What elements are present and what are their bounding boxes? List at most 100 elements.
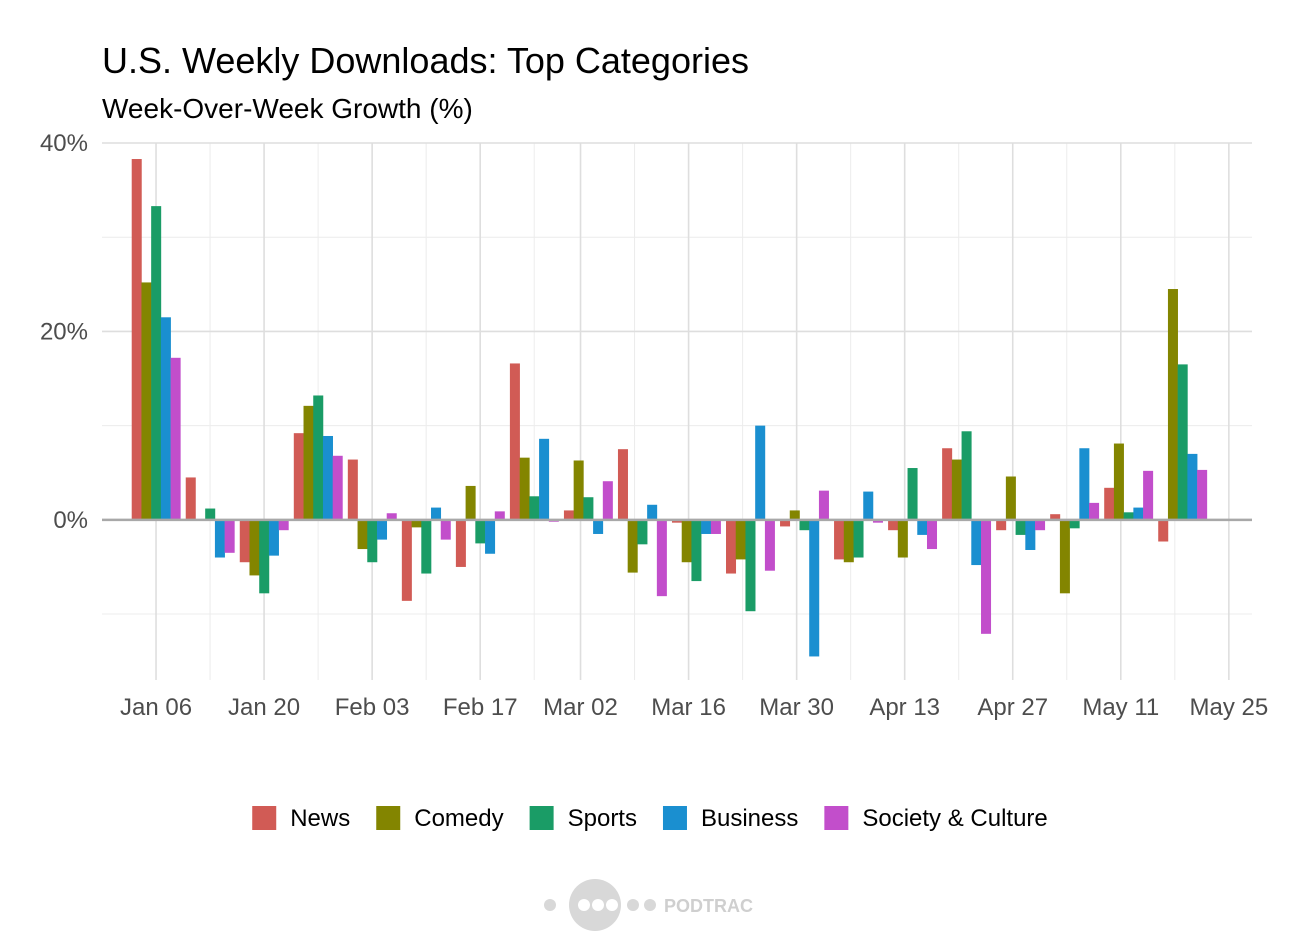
bar: [455, 519, 466, 567]
bars-group: [131, 159, 1208, 657]
bar: [637, 519, 648, 545]
bar: [926, 519, 938, 550]
legend-swatch: [824, 806, 849, 830]
bar: [996, 519, 1007, 531]
bar: [205, 508, 216, 520]
bar: [1005, 476, 1016, 520]
y-tick-label: 20%: [40, 318, 88, 345]
y-axis-labels: 0% 20% 40%: [40, 130, 88, 534]
bar: [421, 519, 432, 574]
bar: [971, 519, 982, 566]
x-tick-label: Mar 30: [759, 694, 834, 721]
bar: [834, 519, 845, 560]
bar: [170, 357, 181, 520]
bar: [151, 206, 162, 520]
bar: [853, 519, 864, 558]
bar: [259, 519, 270, 594]
legend-label: Business: [701, 805, 798, 832]
bar: [1143, 470, 1154, 520]
bar: [293, 433, 304, 520]
legend-label: Comedy: [414, 805, 503, 832]
bar: [485, 519, 496, 554]
grid-lines: [102, 142, 1252, 680]
bar: [214, 519, 225, 558]
bar: [1059, 519, 1070, 594]
bar: [1187, 453, 1198, 520]
bar: [1089, 502, 1100, 520]
bar: [981, 519, 992, 634]
bar: [1025, 519, 1036, 550]
legend-label: Sports: [568, 805, 637, 832]
x-tick-label: Feb 17: [443, 694, 518, 721]
x-tick-label: May 25: [1189, 694, 1268, 721]
bar: [647, 504, 658, 520]
bar: [465, 485, 476, 520]
bar: [141, 282, 152, 520]
logo-text: PODTRAC: [664, 896, 753, 916]
bar: [509, 363, 520, 520]
chart-title: U.S. Weekly Downloads: Top Categories: [102, 40, 749, 81]
legend-swatch: [252, 806, 277, 830]
bar: [627, 519, 638, 573]
x-tick-label: Feb 03: [335, 694, 410, 721]
bar: [764, 519, 775, 571]
bar: [411, 519, 422, 528]
bar: [691, 519, 702, 582]
podtrac-logo: PODTRAC: [544, 879, 753, 931]
bar: [593, 519, 604, 534]
bar: [1035, 519, 1046, 531]
bar: [160, 317, 171, 520]
bar: [131, 159, 142, 520]
x-tick-label: May 11: [1082, 694, 1159, 721]
bar: [1050, 514, 1061, 520]
x-tick-label: Mar 16: [651, 694, 726, 721]
bar: [347, 459, 358, 520]
chart-subtitle: Week-Over-Week Growth (%): [102, 93, 473, 124]
bar: [735, 519, 746, 560]
bar: [313, 395, 324, 520]
bar: [367, 519, 378, 563]
legend-label: Society & Culture: [862, 805, 1047, 832]
bar: [1079, 448, 1090, 520]
bar: [401, 519, 412, 601]
bar: [386, 513, 397, 520]
bar: [745, 519, 756, 612]
x-axis-labels: Jan 06 Jan 20 Feb 03 Feb 17 Mar 02 Mar 16 Mar …: [120, 694, 1268, 721]
legend-label: News: [290, 805, 350, 832]
x-tick-label: Apr 13: [869, 694, 940, 721]
y-tick-label: 0%: [53, 507, 88, 534]
bar: [1158, 519, 1169, 542]
bar: [1113, 443, 1124, 520]
bar: [303, 405, 314, 520]
bar: [951, 459, 962, 520]
legend-swatch: [662, 806, 687, 830]
bar: [656, 519, 667, 597]
bar: [961, 431, 972, 520]
bar: [1133, 507, 1144, 520]
bar: [602, 481, 613, 520]
bar: [377, 519, 388, 540]
bar: [1104, 487, 1115, 520]
bar: [529, 496, 540, 520]
bar: [583, 497, 594, 520]
bar: [431, 507, 442, 520]
bar: [332, 455, 343, 520]
bar: [872, 519, 883, 523]
bar: [494, 511, 505, 520]
bar: [1123, 512, 1134, 520]
bar: [278, 519, 289, 531]
bar: [897, 519, 908, 558]
bar: [539, 438, 550, 520]
x-tick-label: Mar 02: [543, 694, 618, 721]
bar: [942, 448, 953, 520]
bar: [1167, 289, 1178, 520]
bar: [617, 449, 628, 520]
bar: [843, 519, 854, 563]
bar: [888, 519, 899, 531]
bar: [917, 519, 928, 535]
legend-swatch: [376, 806, 401, 830]
bar: [726, 519, 737, 574]
bar: [563, 510, 574, 520]
legend-swatch: [529, 806, 554, 830]
